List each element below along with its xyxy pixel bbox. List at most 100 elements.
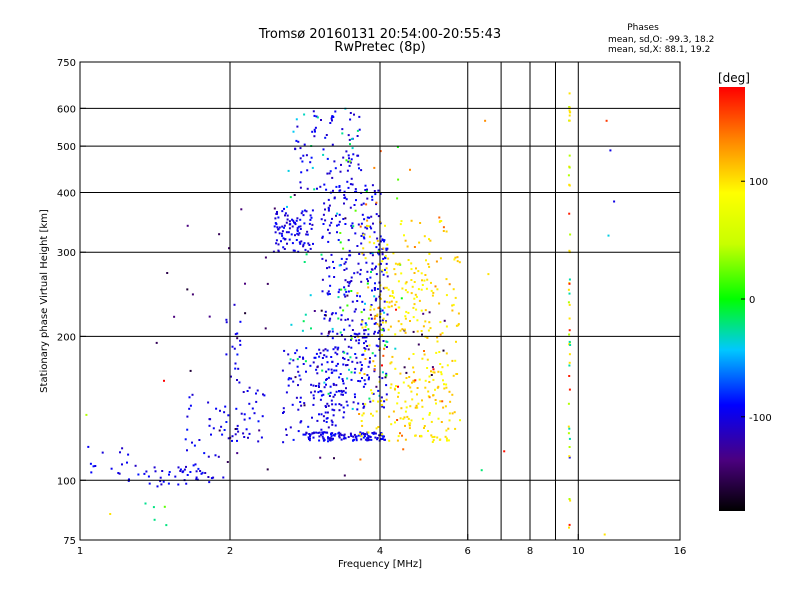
data-point	[432, 378, 435, 381]
data-point	[363, 332, 366, 335]
data-point	[340, 163, 342, 166]
data-point	[381, 328, 384, 331]
data-point	[327, 228, 329, 231]
data-point	[381, 309, 384, 312]
data-point	[420, 272, 423, 275]
data-point	[400, 407, 403, 410]
data-point	[389, 362, 392, 365]
data-point	[424, 274, 427, 276]
data-point	[567, 301, 570, 304]
data-point	[207, 401, 210, 404]
data-point	[341, 128, 344, 131]
data-point	[349, 183, 352, 186]
data-point	[143, 472, 146, 475]
data-point	[317, 431, 320, 434]
data-point	[365, 190, 368, 193]
data-point	[320, 332, 323, 335]
data-point	[569, 233, 572, 236]
data-point	[282, 407, 285, 410]
data-point	[337, 432, 340, 435]
data-point	[219, 409, 221, 412]
data-point	[299, 181, 302, 184]
data-point	[236, 424, 239, 427]
data-point	[243, 436, 246, 438]
data-point	[347, 154, 350, 157]
data-point	[347, 345, 350, 348]
data-point	[351, 183, 354, 186]
data-point	[359, 268, 362, 271]
data-point	[385, 286, 388, 289]
data-point	[356, 408, 359, 411]
data-point	[324, 411, 327, 414]
data-point	[445, 383, 448, 386]
data-point	[243, 413, 246, 416]
data-point	[360, 438, 363, 441]
data-point	[331, 421, 334, 424]
data-point	[233, 347, 236, 350]
data-point	[234, 367, 237, 370]
y-tick-label: 400	[57, 188, 76, 199]
data-point	[384, 344, 387, 347]
data-point	[288, 238, 291, 241]
data-point	[338, 390, 341, 393]
data-point	[364, 257, 367, 260]
data-point	[373, 332, 376, 335]
data-point	[333, 393, 336, 396]
data-point	[394, 303, 397, 306]
data-point	[375, 273, 378, 276]
data-point	[363, 433, 365, 436]
data-point	[203, 452, 206, 455]
data-point	[212, 476, 215, 479]
data-point	[346, 404, 349, 407]
data-point	[243, 418, 246, 421]
data-point	[335, 390, 338, 393]
data-point	[246, 390, 249, 392]
data-point	[335, 384, 338, 387]
data-point	[383, 347, 386, 350]
data-point	[330, 117, 333, 120]
data-point	[351, 300, 354, 303]
data-point	[370, 317, 373, 320]
data-point	[324, 405, 327, 407]
data-point	[372, 432, 375, 435]
data-point	[382, 340, 385, 342]
data-point	[374, 282, 376, 285]
data-point	[350, 371, 353, 374]
data-point	[296, 365, 299, 368]
data-point	[411, 398, 414, 401]
data-point	[361, 326, 364, 329]
data-point	[354, 336, 357, 338]
data-point	[376, 237, 379, 240]
data-point	[376, 437, 379, 439]
data-point	[350, 290, 353, 292]
data-point	[286, 242, 288, 245]
data-point	[373, 317, 376, 320]
data-point	[227, 437, 230, 440]
data-point	[375, 246, 378, 249]
data-point	[382, 317, 385, 320]
data-point	[428, 381, 431, 383]
data-point	[414, 379, 417, 382]
data-point	[355, 439, 358, 442]
data-point	[356, 129, 359, 132]
data-point	[234, 428, 237, 430]
data-point	[191, 393, 194, 396]
data-point	[350, 138, 353, 140]
data-point	[360, 242, 363, 245]
data-point	[366, 188, 368, 191]
data-point	[382, 239, 384, 242]
data-point	[266, 468, 269, 471]
data-point	[355, 190, 358, 193]
data-point	[310, 216, 313, 219]
data-point	[137, 473, 140, 476]
data-point	[299, 157, 302, 160]
data-point	[332, 437, 334, 440]
data-point	[448, 419, 451, 422]
data-point	[435, 351, 438, 354]
data-point	[568, 282, 571, 285]
data-point	[390, 383, 393, 386]
data-point	[179, 470, 182, 472]
data-point	[356, 135, 359, 137]
data-point	[423, 235, 426, 238]
data-point	[568, 278, 571, 281]
